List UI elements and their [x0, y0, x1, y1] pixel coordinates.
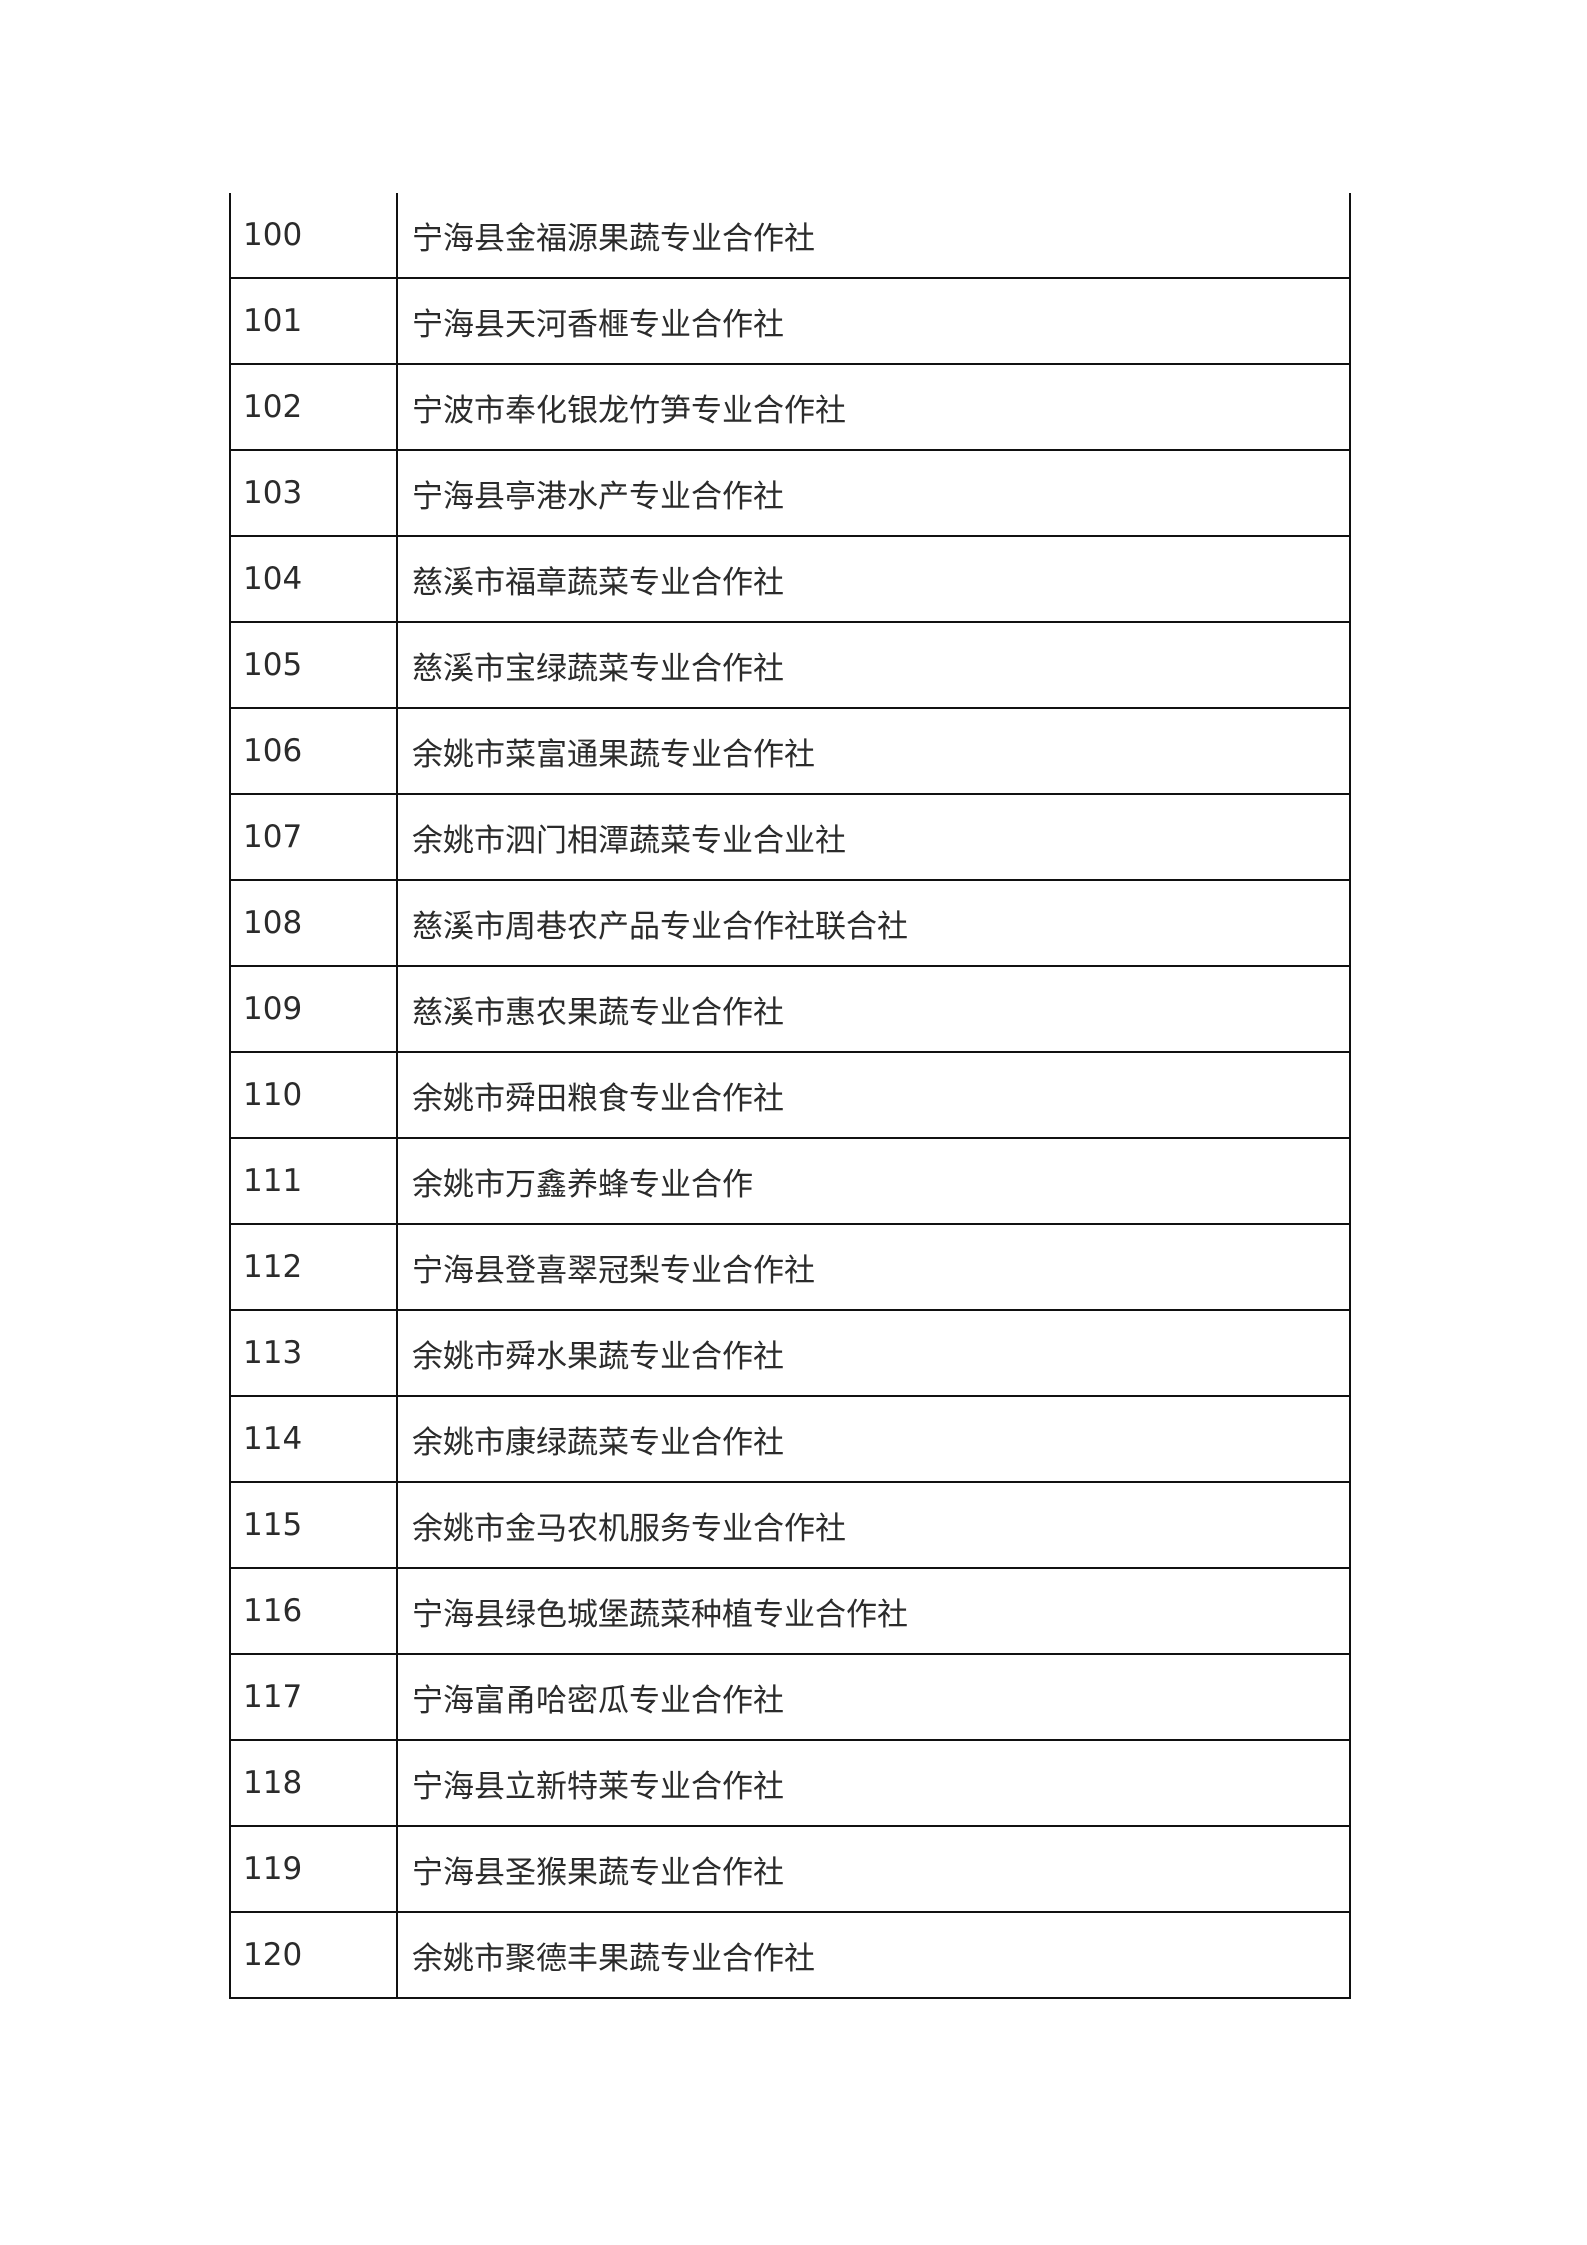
table-row: 107 余姚市泗门相潭蔬菜专业合业社 [229, 793, 1351, 881]
table-row: 109 慈溪市惠农果蔬专业合作社 [229, 965, 1351, 1053]
table-row: 118 宁海县立新特莱专业合作社 [229, 1739, 1351, 1827]
table-row: 105 慈溪市宝绿蔬菜专业合作社 [229, 621, 1351, 709]
cooperative-name: 宁海县亭港水产专业合作社 [396, 449, 1351, 537]
table-row: 102 宁波市奉化银龙竹笋专业合作社 [229, 363, 1351, 451]
cooperative-name: 宁海县金福源果蔬专业合作社 [396, 193, 1351, 279]
row-number: 103 [229, 449, 398, 537]
row-number: 110 [229, 1051, 398, 1139]
row-number: 107 [229, 793, 398, 881]
row-number: 115 [229, 1481, 398, 1569]
row-number: 102 [229, 363, 398, 451]
table-row: 115 余姚市金马农机服务专业合作社 [229, 1481, 1351, 1569]
table-row: 104 慈溪市福章蔬菜专业合作社 [229, 535, 1351, 623]
table-row: 101 宁海县天河香榧专业合作社 [229, 277, 1351, 365]
table-row: 119 宁海县圣猴果蔬专业合作社 [229, 1825, 1351, 1913]
table-body: 100 宁海县金福源果蔬专业合作社 101 宁海县天河香榧专业合作社 102 宁波市奉化银… [229, 193, 1351, 1999]
cooperative-name: 宁海县立新特莱专业合作社 [396, 1739, 1351, 1827]
row-number: 112 [229, 1223, 398, 1311]
row-number: 109 [229, 965, 398, 1053]
cooperative-name: 余姚市菜富通果蔬专业合作社 [396, 707, 1351, 795]
table-row: 111 余姚市万鑫养蜂专业合作 [229, 1137, 1351, 1225]
cooperative-name: 宁海县圣猴果蔬专业合作社 [396, 1825, 1351, 1913]
table-row: 110 余姚市舜田粮食专业合作社 [229, 1051, 1351, 1139]
row-number: 108 [229, 879, 398, 967]
cooperative-name: 慈溪市周巷农产品专业合作社联合社 [396, 879, 1351, 967]
cooperative-name: 余姚市聚德丰果蔬专业合作社 [396, 1911, 1351, 1999]
table-row: 113 余姚市舜水果蔬专业合作社 [229, 1309, 1351, 1397]
cooperative-name: 余姚市金马农机服务专业合作社 [396, 1481, 1351, 1569]
cooperative-name: 宁海县绿色城堡蔬菜种植专业合作社 [396, 1567, 1351, 1655]
row-number: 105 [229, 621, 398, 709]
cooperative-name: 余姚市舜水果蔬专业合作社 [396, 1309, 1351, 1397]
cooperative-name: 余姚市舜田粮食专业合作社 [396, 1051, 1351, 1139]
cooperative-name: 余姚市泗门相潭蔬菜专业合业社 [396, 793, 1351, 881]
row-number: 120 [229, 1911, 398, 1999]
row-number: 118 [229, 1739, 398, 1827]
table-row: 108 慈溪市周巷农产品专业合作社联合社 [229, 879, 1351, 967]
table-row: 114 余姚市康绿蔬菜专业合作社 [229, 1395, 1351, 1483]
row-number: 100 [229, 193, 398, 279]
row-number: 111 [229, 1137, 398, 1225]
cooperative-name: 慈溪市宝绿蔬菜专业合作社 [396, 621, 1351, 709]
cooperative-name: 宁海富甬哈密瓜专业合作社 [396, 1653, 1351, 1741]
cooperative-name: 余姚市康绿蔬菜专业合作社 [396, 1395, 1351, 1483]
table-row: 120 余姚市聚德丰果蔬专业合作社 [229, 1911, 1351, 1999]
row-number: 114 [229, 1395, 398, 1483]
table-row: 103 宁海县亭港水产专业合作社 [229, 449, 1351, 537]
table-row: 117 宁海富甬哈密瓜专业合作社 [229, 1653, 1351, 1741]
table-row: 116 宁海县绿色城堡蔬菜种植专业合作社 [229, 1567, 1351, 1655]
row-number: 113 [229, 1309, 398, 1397]
row-number: 101 [229, 277, 398, 365]
table-row: 106 余姚市菜富通果蔬专业合作社 [229, 707, 1351, 795]
row-number: 119 [229, 1825, 398, 1913]
cooperative-name: 余姚市万鑫养蜂专业合作 [396, 1137, 1351, 1225]
cooperatives-table: 100 宁海县金福源果蔬专业合作社 101 宁海县天河香榧专业合作社 102 宁波市奉化银… [229, 193, 1351, 1999]
cooperative-name: 慈溪市福章蔬菜专业合作社 [396, 535, 1351, 623]
row-number: 117 [229, 1653, 398, 1741]
cooperative-name: 宁波市奉化银龙竹笋专业合作社 [396, 363, 1351, 451]
row-number: 106 [229, 707, 398, 795]
cooperative-name: 宁海县天河香榧专业合作社 [396, 277, 1351, 365]
table-row: 112 宁海县登喜翠冠梨专业合作社 [229, 1223, 1351, 1311]
cooperative-name: 宁海县登喜翠冠梨专业合作社 [396, 1223, 1351, 1311]
row-number: 104 [229, 535, 398, 623]
cooperative-name: 慈溪市惠农果蔬专业合作社 [396, 965, 1351, 1053]
table-row: 100 宁海县金福源果蔬专业合作社 [229, 193, 1351, 279]
row-number: 116 [229, 1567, 398, 1655]
